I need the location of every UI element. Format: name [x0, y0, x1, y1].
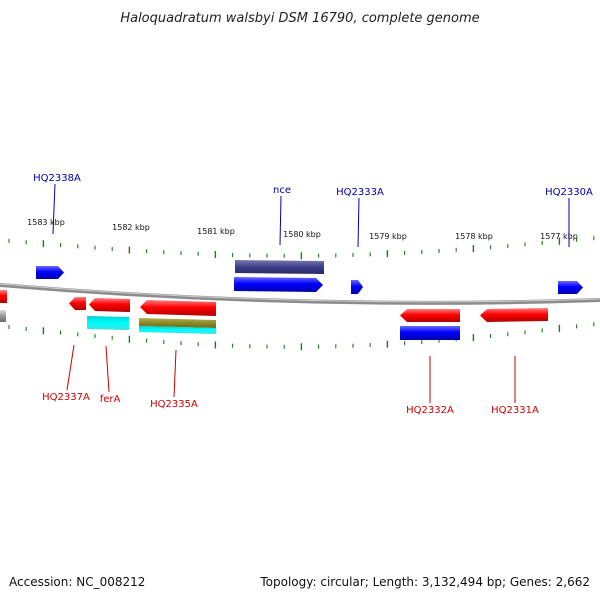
- tick-label-1578kbp: 1578 kbp: [455, 232, 493, 241]
- gene-hq2331a[interactable]: [480, 308, 548, 322]
- gene-hq2335a-olive[interactable]: [139, 318, 216, 328]
- tick-label-1577kbp: 1577 kbp: [540, 232, 578, 241]
- tick-label-1579kbp: 1579 kbp: [369, 232, 407, 241]
- gene-fera-cyan[interactable]: [87, 316, 129, 330]
- gene-fera[interactable]: [89, 298, 130, 312]
- gene-nce[interactable]: [234, 277, 323, 292]
- gene-label-hq2338a[interactable]: HQ2338A: [33, 173, 81, 184]
- gene-label-hq2333a[interactable]: HQ2333A: [336, 187, 384, 198]
- scale-ticks-upper: [8, 236, 595, 260]
- genome-backbone: [0, 283, 600, 305]
- gene-hq2335a-cyan[interactable]: [139, 326, 216, 334]
- gene-navy-upper[interactable]: [235, 260, 324, 274]
- tick-label-1580kbp: 1580 kbp: [283, 230, 321, 239]
- gene-hq2330a[interactable]: [558, 281, 583, 294]
- tick-label-1582kbp: 1582 kbp: [112, 223, 150, 232]
- gene-label-hq2330a[interactable]: HQ2330A: [545, 187, 593, 198]
- gene-label-hq2332a[interactable]: HQ2332A: [406, 405, 454, 416]
- tick-label-1583kbp: 1583 kbp: [27, 218, 65, 227]
- gene-label-hq2335a[interactable]: HQ2335A: [150, 399, 198, 410]
- gene-left-edge-grey[interactable]: [0, 310, 6, 322]
- gene-hq2335a[interactable]: [140, 300, 216, 316]
- gene-hq2338a[interactable]: [36, 266, 64, 279]
- genome-summary-text: Topology: circular; Length: 3,132,494 bp…: [260, 575, 590, 589]
- scale-ticks-lower: [8, 322, 595, 351]
- tick-label-1581kbp: 1581 kbp: [197, 227, 235, 236]
- map-title: Haloquadratum walsbyi DSM 16790, complet…: [120, 11, 479, 26]
- forward-genes: [36, 260, 583, 294]
- label-leaders: [52, 183, 570, 403]
- gene-left-edge-red[interactable]: [0, 290, 7, 303]
- gene-label-fera[interactable]: ferA: [100, 394, 121, 405]
- gene-hq2332a-blue[interactable]: [400, 326, 460, 340]
- gene-label-hq2331a[interactable]: HQ2331A: [491, 405, 539, 416]
- reverse-genes: [0, 290, 548, 340]
- accession-text: Accession: NC_008212: [9, 575, 146, 589]
- gene-hq2337a[interactable]: [69, 297, 86, 310]
- gene-hq2333a[interactable]: [351, 280, 363, 294]
- gene-label-nce[interactable]: nce: [273, 185, 291, 196]
- gene-hq2332a[interactable]: [400, 309, 460, 322]
- gene-label-hq2337a[interactable]: HQ2337A: [42, 392, 90, 403]
